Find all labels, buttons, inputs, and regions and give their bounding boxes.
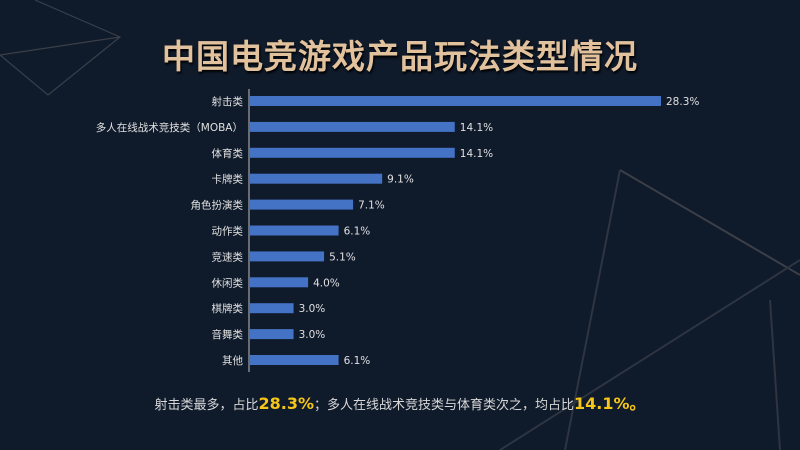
summary-text: 射击类最多，占比28.3%；多人在线战术竞技类与体育类次之，均占比14.1%。 [0,390,800,414]
category-label: 动作类 [212,225,244,238]
data-label: 3.0% [299,303,326,315]
summary-part2: ；多人在线战术竞技类与体育类次之，均占比 [313,398,574,413]
bar [250,121,455,132]
category-label: 休闲类 [212,276,244,289]
bar [250,96,661,106]
summary-part3: 。 [629,394,646,413]
bar [250,199,354,210]
bar [250,147,455,158]
data-label: 14.1% [460,148,493,160]
data-label: 28.3% [666,96,699,108]
category-label: 角色扮演类 [191,199,244,212]
bar [250,329,294,340]
page-title: 中国电竞游戏产品玩法类型情况 [162,37,638,76]
bar [250,277,309,288]
data-label: 4.0% [313,277,340,289]
bar [250,225,339,236]
category-label: 多人在线战术竞技类（MOBA） [96,121,243,134]
data-label: 3.0% [299,329,326,341]
category-label: 其他 [222,354,243,367]
bar [250,173,383,184]
category-label: 体育类 [212,147,244,160]
category-label: 射击类 [212,95,244,108]
summary-value1: 28.3% [258,394,314,413]
category-label: 棋牌类 [212,302,244,315]
category-label: 卡牌类 [212,173,244,186]
data-label: 6.1% [344,355,371,367]
category-label: 音舞类 [212,328,244,341]
bar [250,251,325,262]
data-label: 7.1% [358,200,385,212]
summary-value2: 14.1% [574,394,630,413]
data-label: 14.1% [460,122,493,134]
summary-part1: 射击类最多，占比 [154,398,259,413]
data-label: 9.1% [387,174,414,186]
bar [250,355,339,365]
data-label: 5.1% [329,251,356,263]
bar [250,303,294,314]
data-label: 6.1% [344,226,371,238]
category-label: 竞速类 [212,250,244,263]
